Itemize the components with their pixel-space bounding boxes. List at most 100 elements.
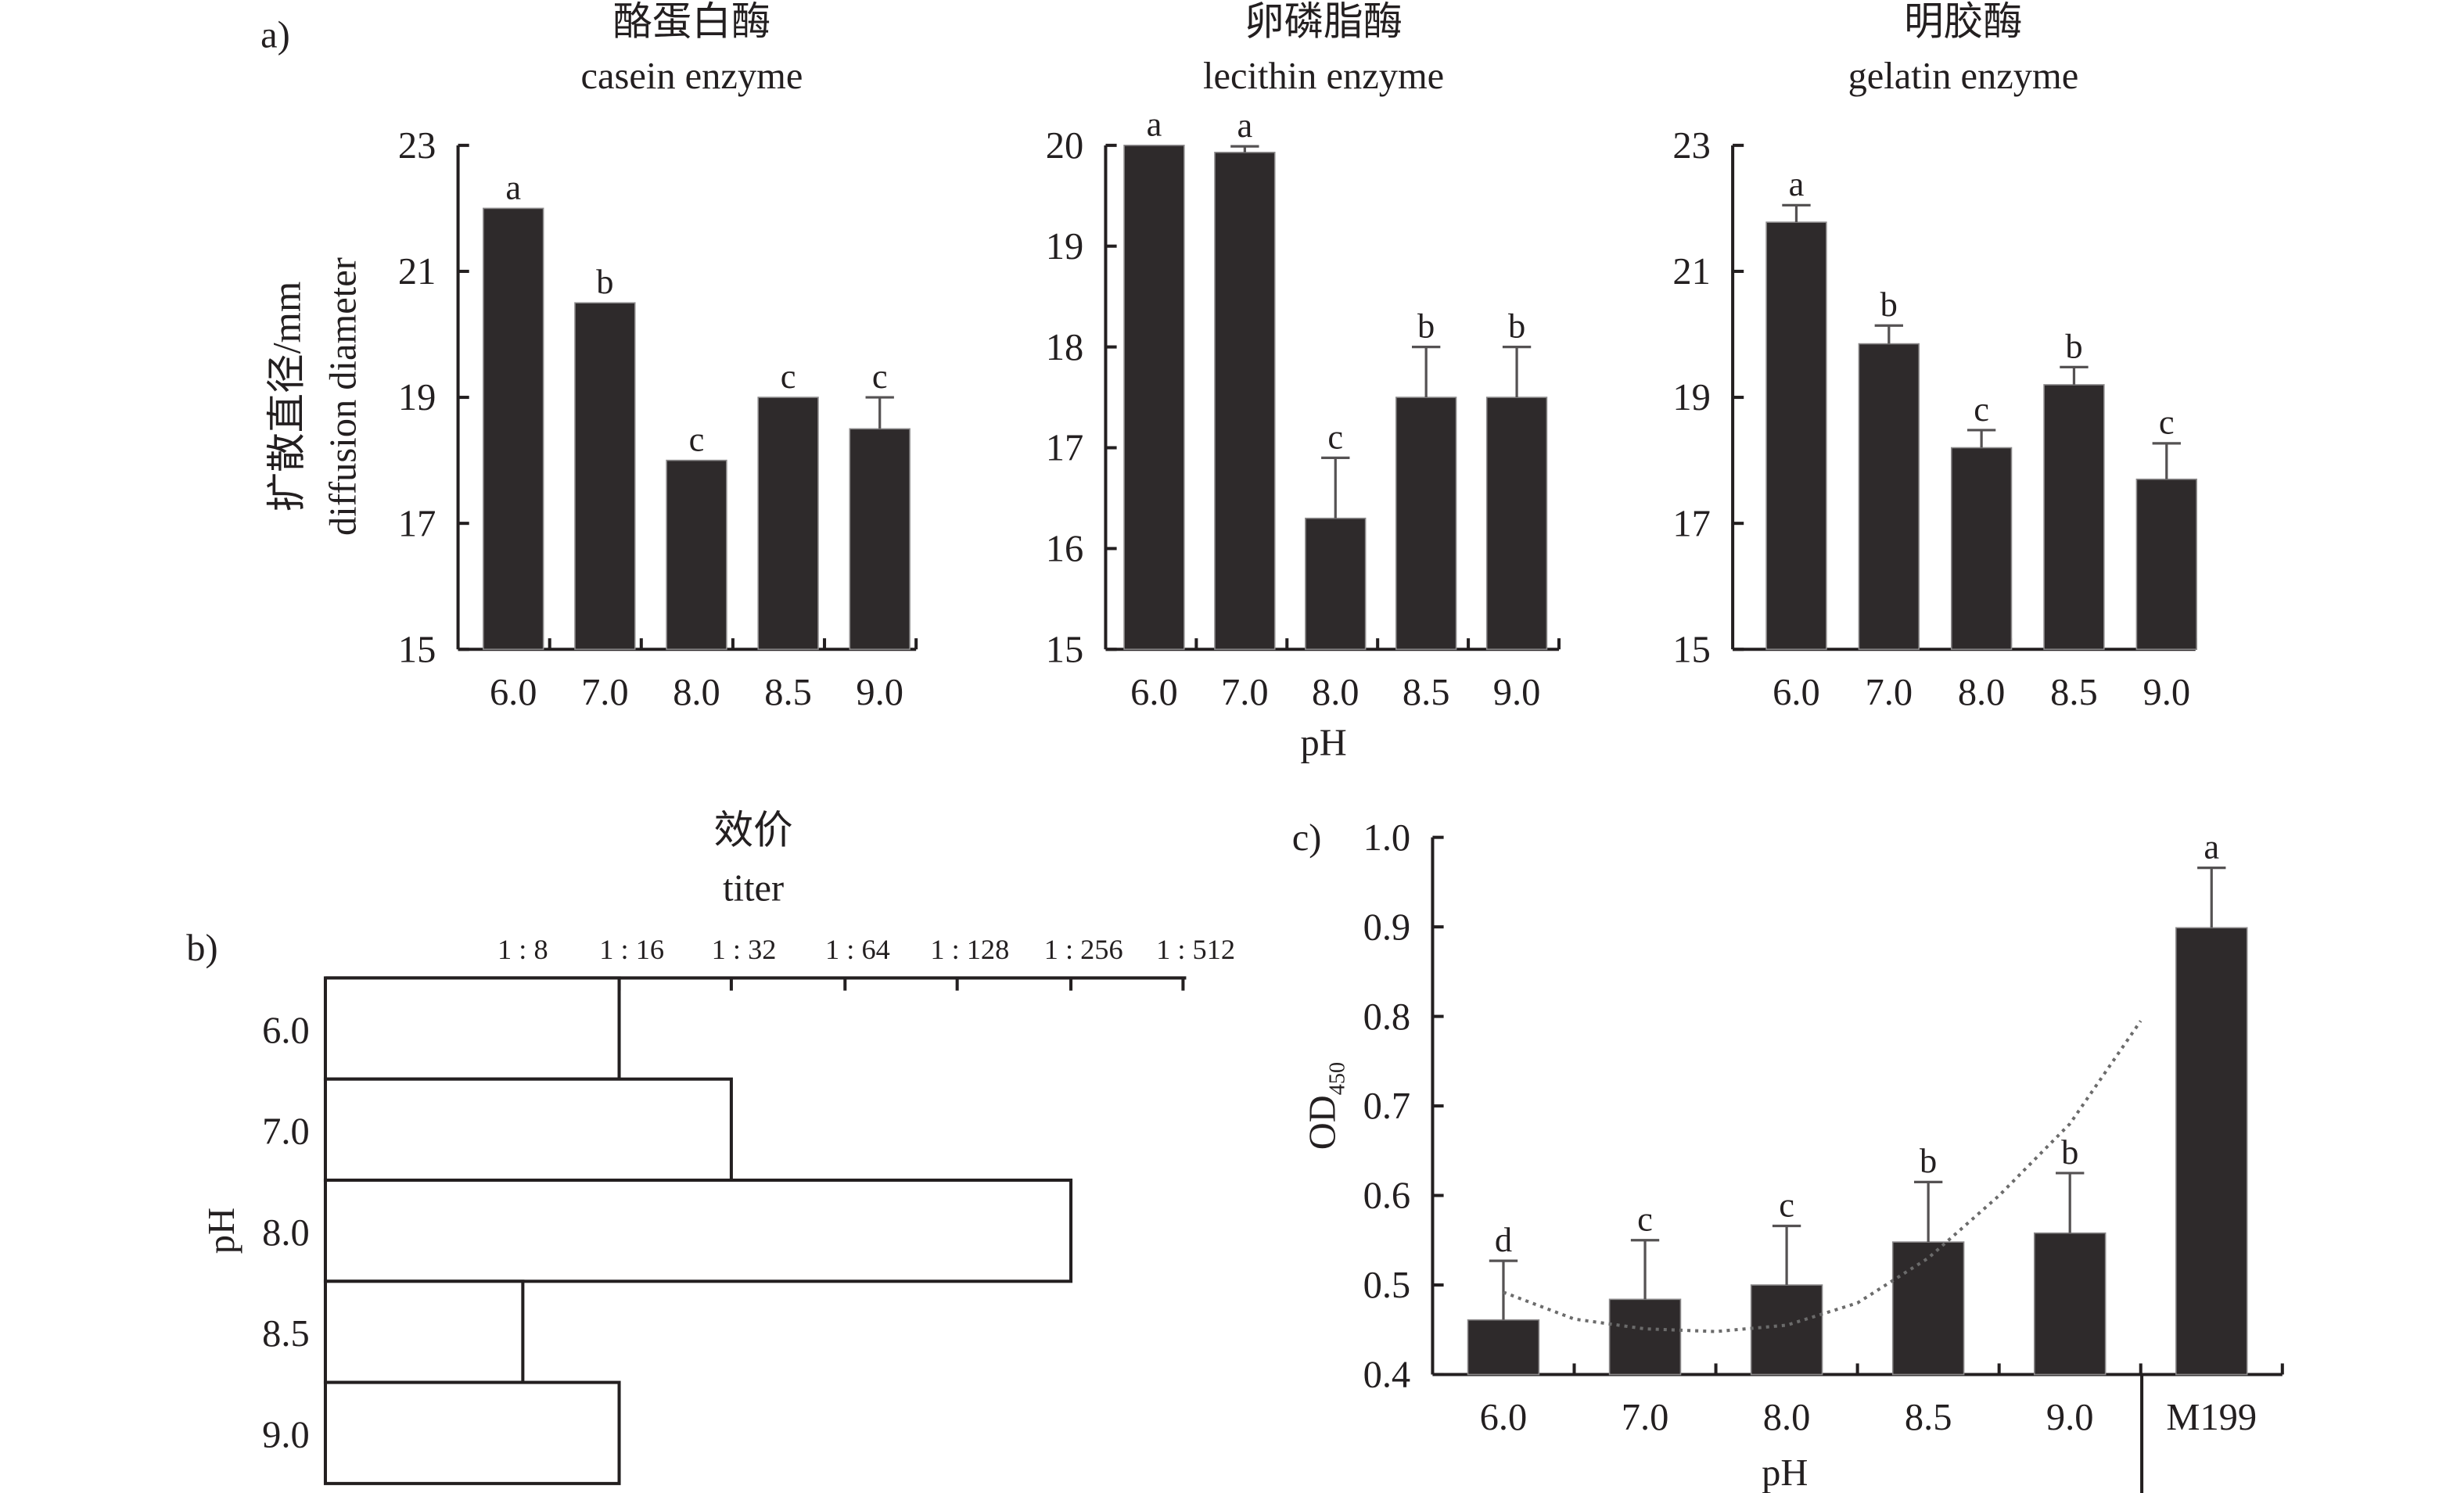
chart-a1-subtitle: casein enzyme	[580, 56, 803, 97]
x-tick-label: 7.0	[1221, 672, 1269, 713]
y-tick-label: 8.5	[262, 1313, 310, 1355]
y-tick-label: 0.7	[1363, 1086, 1411, 1127]
bar	[1123, 145, 1185, 651]
y-tick-label: 23	[1672, 125, 1710, 167]
x-tick-label: 7.0	[581, 672, 629, 713]
chart-a3-subtitle: gelatin enzyme	[1848, 56, 2079, 97]
bar	[1858, 343, 1920, 651]
x-tick-label: 1 : 512	[1156, 934, 1235, 965]
bar	[849, 428, 911, 651]
x-tick-label: 9.0	[2046, 1397, 2094, 1438]
x-tick-label: 8.0	[1763, 1397, 1811, 1438]
y-tick-label: 21	[398, 251, 436, 292]
x-tick-label: 8.5	[764, 672, 812, 713]
significance-label: b	[1508, 306, 1525, 345]
significance-label: c	[1637, 1200, 1653, 1239]
chart-a-xlabel: pH	[1300, 723, 1346, 764]
y-tick-label: 0.9	[1363, 906, 1411, 948]
chart-a2: 15 16 17 18 19 20 a 6.0 a 7.0 c 8.0 b 8.5 b 9.0	[1046, 105, 1561, 713]
y-tick-label: 6.0	[262, 1010, 310, 1051]
chart-a3-title: 明胶酶	[1904, 0, 2022, 43]
x-tick-label: 6.0	[1773, 672, 1820, 713]
y-tick-label: 0.6	[1363, 1175, 1411, 1217]
x-tick-label: 1 : 128	[930, 934, 1009, 965]
x-tick-label: 1 : 64	[825, 934, 890, 965]
y-tick-label: 19	[1046, 226, 1083, 267]
significance-label: a	[1237, 106, 1252, 145]
x-tick-label: 8.0	[673, 672, 720, 713]
panel-label-b: b)	[186, 928, 217, 969]
titer-bar	[323, 1380, 621, 1485]
significance-label: c	[872, 357, 888, 396]
significance-label: c	[781, 357, 796, 396]
y-tick-label: 19	[398, 377, 436, 418]
x-tick-label: 8.0	[1312, 672, 1360, 713]
significance-label: a	[1147, 105, 1162, 144]
significance-label: c	[2159, 403, 2175, 442]
chart-a2-title: 卵磷脂酶	[1245, 0, 1403, 43]
x-tick-label: 8.5	[1403, 672, 1450, 713]
x-tick-label: 6.0	[1130, 672, 1178, 713]
chart-c-xlabel: pH	[1762, 1452, 1808, 1493]
significance-label: a	[1789, 164, 1805, 203]
x-tick-label: 8.5	[2050, 672, 2098, 713]
chart-b-ylabel: pH	[201, 1208, 242, 1254]
y-tick-label: 23	[398, 125, 436, 167]
y-tick-label: 0.5	[1363, 1265, 1411, 1306]
bar	[2033, 1232, 2107, 1376]
y-tick-label: 9.0	[262, 1414, 310, 1455]
x-tick-label: 7.0	[1622, 1397, 1669, 1438]
significance-label: d	[1495, 1220, 1512, 1259]
y-tick-label: 8.0	[262, 1212, 310, 1254]
y-tick-label: 17	[1672, 503, 1710, 544]
chart-a2-subtitle: lecithin enzyme	[1203, 56, 1444, 97]
chart-c-ylabel-sub: 450	[1325, 1062, 1349, 1095]
bar	[483, 207, 544, 651]
chart-a3: 15 17 19 21 23 a 6.0 b 7.0 c 8.0 b 8.5 c 9.0	[1672, 125, 2197, 713]
chart-b-title: 效价	[714, 809, 793, 852]
y-tick-label: 18	[1046, 327, 1083, 368]
significance-label: a	[505, 167, 521, 206]
x-tick-label: 8.5	[1905, 1397, 1952, 1438]
significance-label: b	[1920, 1141, 1937, 1180]
bar	[666, 459, 727, 651]
bar	[2135, 478, 2197, 651]
bar	[757, 397, 819, 651]
bar	[1214, 152, 1276, 651]
x-tick-label: 1 : 8	[497, 934, 548, 965]
y-tick-label: 16	[1046, 529, 1083, 570]
bar	[1305, 517, 1367, 651]
y-tick-label: 21	[1672, 251, 1710, 292]
trend-line	[1503, 1020, 2143, 1333]
significance-label: b	[2061, 1132, 2078, 1172]
chart-c: 0.4 0.5 0.6 0.7 0.8 0.9 1.0 d 6.0 c 7.0 c 8.0 b 8.5 b 9.…	[1363, 817, 2284, 1493]
chart-b-subtitle: titer	[723, 867, 784, 909]
bar	[2043, 384, 2105, 651]
panel-label-a: a)	[260, 15, 290, 56]
y-tick-label: 19	[1672, 377, 1710, 418]
x-tick-label: 7.0	[1866, 672, 1913, 713]
significance-label: c	[1974, 389, 1989, 429]
chart-c-ylabel: OD450	[1302, 1062, 1349, 1150]
y-tick-label: 1.0	[1363, 817, 1411, 859]
significance-label: c	[1779, 1185, 1794, 1224]
bar	[1950, 447, 2013, 651]
y-tick-label: 7.0	[262, 1111, 310, 1153]
bar	[1750, 1284, 1823, 1376]
y-tick-label: 0.4	[1363, 1355, 1411, 1396]
significance-label: c	[1327, 417, 1343, 456]
x-tick-label: 1 : 256	[1044, 934, 1123, 965]
x-tick-label: 9.0	[2143, 672, 2190, 713]
significance-label: c	[689, 419, 705, 458]
x-tick-label: M199	[2166, 1397, 2257, 1438]
y-tick-label: 15	[398, 629, 436, 670]
y-tick-label: 17	[1046, 428, 1083, 469]
bar	[1467, 1319, 1540, 1376]
chart-b: 1 : 8 1 : 16 1 : 32 1 : 64 1 : 128 1 : 256 1 :…	[262, 934, 1235, 1485]
bar	[1765, 221, 1827, 651]
y-tick-label: 17	[398, 503, 436, 544]
titer-bar	[323, 1279, 525, 1384]
x-tick-label: 6.0	[490, 672, 537, 713]
chart-c-ylabel-main: OD	[1302, 1095, 1343, 1150]
